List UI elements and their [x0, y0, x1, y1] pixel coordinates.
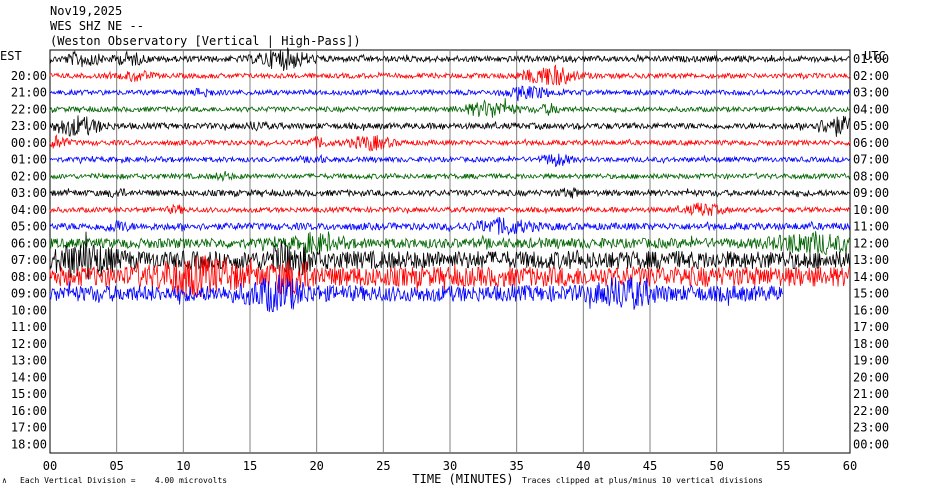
x-tick-label: 25	[376, 459, 390, 473]
est-hour-label: 09:00	[11, 287, 47, 301]
utc-hour-label: 07:00	[853, 153, 889, 167]
est-hour-label: 15:00	[11, 387, 47, 401]
utc-hour-label: 06:00	[853, 136, 889, 150]
trace-row-4	[49, 115, 851, 137]
utc-hour-label: 10:00	[853, 203, 889, 217]
trace-row-10	[49, 217, 851, 236]
utc-hour-label: 13:00	[853, 253, 889, 267]
observatory-name: (Weston Observatory [Vertical | High-Pas…	[50, 34, 361, 48]
est-hour-label: 04:00	[11, 203, 47, 217]
est-hour-label: 13:00	[11, 354, 47, 368]
x-tick-label: 20	[309, 459, 323, 473]
trace-row-8	[49, 187, 851, 199]
utc-hour-label: 02:00	[853, 69, 889, 83]
utc-hour-label: 15:00	[853, 287, 889, 301]
trace-row-9	[49, 202, 851, 217]
trace-row-2	[49, 85, 851, 102]
trace-row-11	[49, 231, 851, 258]
utc-hour-label: 23:00	[853, 421, 889, 435]
utc-hour-label: 19:00	[853, 354, 889, 368]
trace-row-3	[49, 98, 851, 118]
x-tick-label: 60	[843, 459, 857, 473]
utc-hour-label: 12:00	[853, 236, 889, 250]
est-hour-label: 07:00	[11, 253, 47, 267]
est-hour-label: 20:00	[11, 69, 47, 83]
utc-hour-label: 20:00	[853, 370, 889, 384]
trace-row-1	[49, 64, 851, 86]
est-hour-label: 05:00	[11, 220, 47, 234]
x-tick-label: 40	[576, 459, 590, 473]
est-hour-label: 03:00	[11, 186, 47, 200]
utc-axis-title: UTC	[864, 49, 886, 63]
utc-hour-label: 09:00	[853, 186, 889, 200]
trace-row-7	[49, 170, 851, 183]
utc-hour-label: 00:00	[853, 437, 889, 451]
x-tick-label: 10	[176, 459, 190, 473]
utc-hour-label: 03:00	[853, 86, 889, 100]
est-hour-label: 00:00	[11, 136, 47, 150]
x-tick-label: 50	[709, 459, 723, 473]
utc-hour-label: 14:00	[853, 270, 889, 284]
trace-row-6	[49, 153, 851, 168]
trace-row-0	[49, 47, 851, 71]
x-tick-label: 45	[643, 459, 657, 473]
est-hour-label: 14:00	[11, 370, 47, 384]
est-hour-label: 08:00	[11, 270, 47, 284]
est-axis-title: EST	[0, 49, 22, 63]
est-hour-label: 11:00	[11, 320, 47, 334]
est-hour-label: 17:00	[11, 421, 47, 435]
utc-hour-label: 08:00	[853, 169, 889, 183]
x-tick-label: 30	[443, 459, 457, 473]
utc-hour-label: 16:00	[853, 303, 889, 317]
utc-hour-label: 17:00	[853, 320, 889, 334]
utc-hour-label: 04:00	[853, 102, 889, 116]
est-hour-label: 16:00	[11, 404, 47, 418]
est-hour-label: 06:00	[11, 236, 47, 250]
trace-row-5	[49, 134, 851, 152]
trace-row-14	[49, 274, 784, 313]
est-hour-label: 21:00	[11, 86, 47, 100]
corner-mark: ∧	[2, 476, 7, 485]
est-hour-label: 18:00	[11, 437, 47, 451]
est-hour-label: 12:00	[11, 337, 47, 351]
est-hour-label: 22:00	[11, 102, 47, 116]
est-hour-label: 23:00	[11, 119, 47, 133]
x-tick-label: 35	[509, 459, 523, 473]
trace-row-12	[49, 231, 851, 280]
utc-hour-label: 18:00	[853, 337, 889, 351]
utc-hour-label: 05:00	[853, 119, 889, 133]
est-hour-label: 01:00	[11, 153, 47, 167]
clip-note: Traces clipped at plus/minus 10 vertical…	[522, 476, 763, 485]
trace-row-13	[49, 255, 851, 298]
x-tick-label: 05	[109, 459, 123, 473]
utc-hour-label: 11:00	[853, 220, 889, 234]
x-tick-label: 00	[43, 459, 57, 473]
scale-label: Each Vertical Division = 4.00 microvolts	[20, 476, 228, 485]
x-tick-label: 15	[243, 459, 257, 473]
x-axis-title: TIME (MINUTES)	[412, 472, 513, 486]
plot-date: Nov19,2025	[50, 4, 123, 18]
utc-hour-label: 21:00	[853, 387, 889, 401]
station-code: WES SHZ NE --	[50, 19, 144, 33]
utc-hour-label: 22:00	[853, 404, 889, 418]
est-hour-label: 10:00	[11, 303, 47, 317]
x-tick-label: 55	[776, 459, 790, 473]
utc-hour-label: 01:00	[853, 52, 889, 66]
est-hour-label: 02:00	[11, 169, 47, 183]
